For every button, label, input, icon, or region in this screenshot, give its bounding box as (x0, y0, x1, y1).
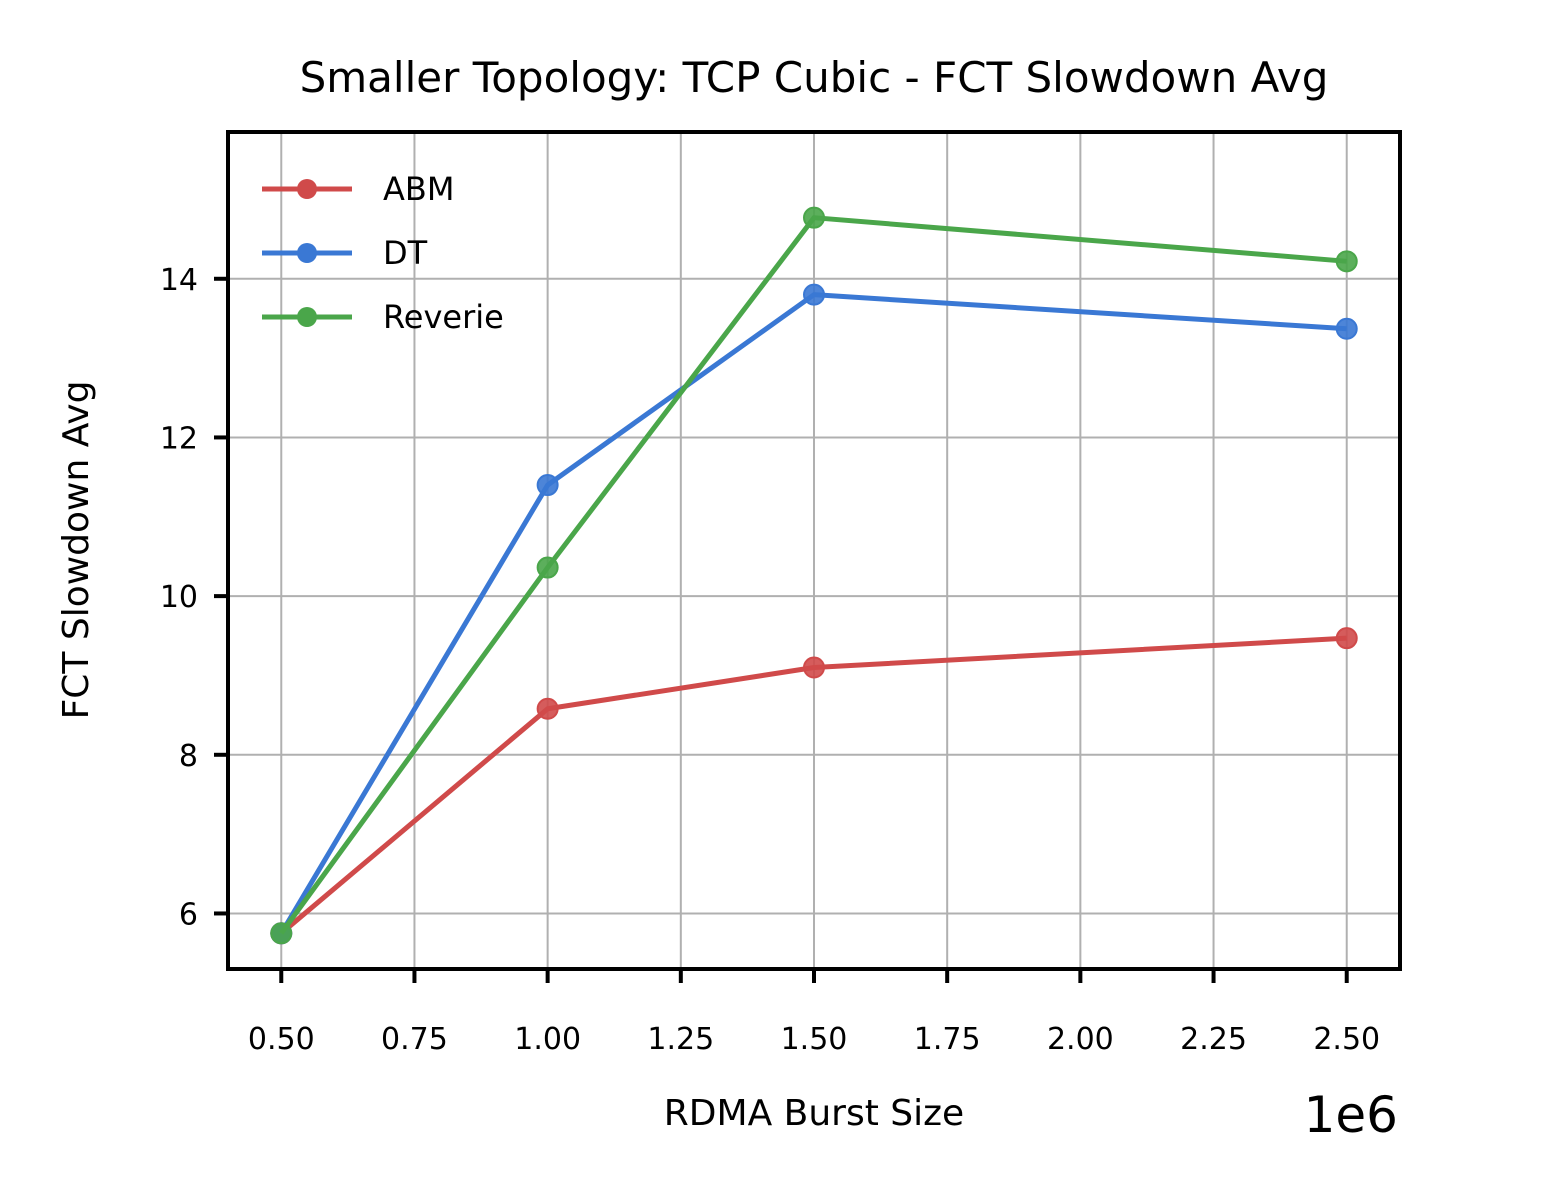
chart-title: Smaller Topology: TCP Cubic - FCT Slowdo… (300, 53, 1329, 102)
legend: ABM DT Reverie (262, 170, 504, 336)
data-point-dt (803, 283, 825, 306)
x-tick-label: 2.50 (1313, 1022, 1380, 1057)
data-point-reverie (1335, 250, 1358, 273)
data-point-abm (1335, 627, 1358, 650)
data-point-abm (536, 697, 559, 720)
y-axis: 6 8 10 12 14 (160, 263, 228, 932)
y-tick-label: 12 (160, 421, 198, 456)
x-axis-label: RDMA Burst Size (664, 1093, 964, 1134)
x-tick-label: 1.25 (647, 1022, 714, 1057)
x-axis-offset-label: 1e6 (1304, 1086, 1398, 1144)
y-axis-label: FCT Slowdown Avg (56, 381, 97, 720)
data-point-reverie (536, 556, 559, 579)
series-line-reverie (279, 215, 1347, 935)
grid (228, 132, 1400, 969)
legend-label-dt: DT (383, 234, 428, 272)
data-point-reverie (803, 206, 825, 229)
y-tick-label: 14 (160, 263, 198, 298)
legend-label-reverie: Reverie (383, 298, 504, 336)
legend-label-abm: ABM (383, 170, 454, 208)
data-point-dt (536, 474, 559, 497)
x-tick-label: 1.50 (781, 1022, 848, 1057)
data-point-dt (1335, 317, 1358, 340)
y-tick-label: 6 (179, 897, 198, 932)
y-tick-label: 8 (179, 739, 198, 774)
x-tick-label: 0.50 (248, 1022, 315, 1057)
x-tick-label: 1.75 (914, 1022, 981, 1057)
legend-marker-dt (297, 243, 317, 263)
series-line-abm (279, 635, 1347, 936)
data-point-abm (803, 656, 825, 679)
legend-marker-abm (297, 179, 317, 199)
series-group (270, 206, 1358, 945)
x-tick-label: 2.00 (1047, 1022, 1114, 1057)
x-tick-label: 1.00 (514, 1022, 581, 1057)
legend-marker-reverie (297, 307, 317, 327)
data-point-reverie (270, 922, 293, 945)
x-tick-label: 0.75 (381, 1022, 448, 1057)
x-tick-label: 2.25 (1180, 1022, 1247, 1057)
y-tick-label: 10 (160, 580, 198, 615)
x-axis: 0.50 0.75 1.00 1.25 1.50 1.75 2.00 2.25 2.50 (248, 969, 1380, 1057)
